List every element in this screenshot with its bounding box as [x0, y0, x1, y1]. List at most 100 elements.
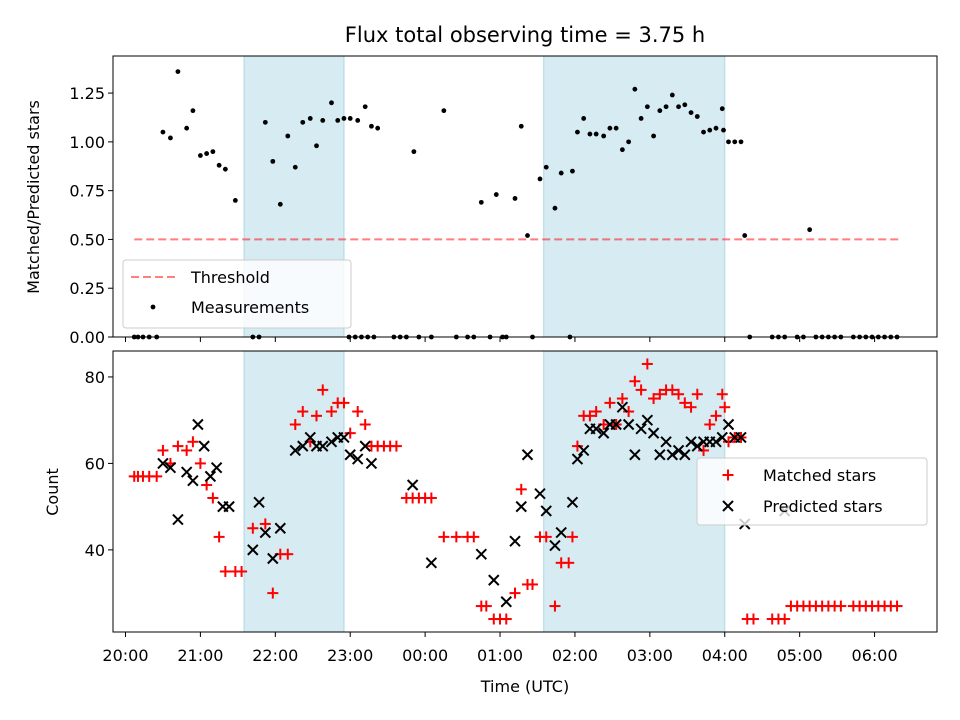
- measurements-point: [190, 108, 196, 114]
- measurements-point: [300, 119, 306, 125]
- predicted-stars-point: [647, 427, 660, 439]
- predicted-stars-point: [590, 423, 602, 435]
- predicted-stars-point: [549, 539, 561, 552]
- matched-stars-point: [685, 401, 697, 413]
- y-tick-label: 1.00: [69, 133, 105, 152]
- measurements-point: [601, 133, 607, 139]
- measurements-point: [713, 125, 719, 131]
- matched-stars-point: [673, 388, 685, 400]
- measurements-point: [441, 108, 447, 114]
- predicted-stars-point: [204, 470, 217, 483]
- top-panel-frame: [112, 55, 938, 338]
- matched-stars-point: [438, 531, 450, 543]
- matched-stars-point: [259, 518, 271, 530]
- measurements-point: [277, 201, 283, 207]
- measurements-point: [335, 117, 341, 123]
- measurements-point: [197, 153, 203, 158]
- matched-stars-point: [236, 565, 248, 577]
- predicted-stars-point: [259, 526, 272, 539]
- matched-stars-point: [571, 440, 583, 452]
- measurements-point: [369, 123, 374, 129]
- matched-stars-point: [666, 384, 678, 396]
- measurements-point: [232, 198, 238, 203]
- x-axis-label: Time (UTC): [480, 677, 569, 696]
- measurements-point: [626, 139, 632, 145]
- matched-stars-point: [297, 406, 309, 418]
- measurements-point: [341, 116, 347, 121]
- measurements-point: [738, 139, 744, 145]
- predicted-stars-point: [304, 431, 316, 444]
- measurements-point: [682, 102, 688, 108]
- measurements-point: [632, 86, 638, 92]
- predicted-stars-point: [629, 449, 641, 461]
- measurements-point: [270, 158, 276, 164]
- top-panel-axes: 0.00 0.25 0.50 0.75 1.00 1.25: [69, 84, 876, 347]
- predicted-stars-point: [500, 596, 512, 608]
- measurements-point: [558, 170, 564, 176]
- measurements-point: [619, 147, 625, 153]
- predicted-stars-point: [289, 444, 301, 457]
- predicted-stars-point: [475, 548, 488, 560]
- predicted-stars-point: [710, 436, 722, 448]
- y-tick-label: 80: [85, 368, 105, 387]
- predicted-stars-point: [534, 487, 546, 500]
- predicted-stars-point: [666, 449, 679, 461]
- predicted-stars-point: [641, 414, 654, 426]
- matched-stars-point: [891, 600, 903, 612]
- x-tick-label: 03:00: [627, 646, 673, 665]
- predicted-stars-point: [192, 418, 204, 431]
- matched-stars-point: [540, 531, 552, 543]
- y-tick-label: 0.75: [69, 182, 105, 201]
- bottom-panel-axes: 40 60 80 20:00 21:00 22:00 23:00 00:00 01:00 02:0…: [85, 368, 898, 665]
- matched-stars-point: [325, 406, 337, 418]
- x-tick-label: 21:00: [177, 646, 223, 665]
- matched-stars-point: [679, 397, 691, 409]
- matched-stars-point: [267, 587, 279, 599]
- matched-stars-point: [710, 410, 722, 422]
- measurements-point: [292, 164, 298, 170]
- predicted-stars-point: [425, 557, 438, 569]
- measurements-legend-swatch: [150, 304, 156, 310]
- x-tick-label: 02:00: [552, 646, 598, 665]
- measurements-point: [285, 133, 291, 139]
- matched-stars-point: [563, 557, 575, 569]
- predicted-stars-point: [406, 479, 419, 491]
- matched-stars-point: [317, 384, 329, 396]
- matched-stars-point: [623, 406, 635, 418]
- predicted-stars-point: [654, 449, 666, 461]
- measurements-point: [314, 143, 319, 149]
- predicted-stars-legend-swatch: [722, 500, 734, 512]
- measurements-point: [216, 162, 222, 168]
- measurements-point: [307, 116, 313, 121]
- matched-stars-point: [500, 613, 512, 625]
- predicted-stars-point: [635, 423, 647, 435]
- matched-stars-point: [282, 548, 294, 560]
- predicted-stars-point: [247, 544, 259, 556]
- measurements-point: [719, 106, 725, 112]
- matched-stars-point: [181, 444, 193, 456]
- x-tick-label: 20:00: [102, 646, 148, 665]
- measurements-point: [537, 176, 543, 182]
- measurements-point: [707, 127, 713, 133]
- measurements-point: [362, 104, 368, 110]
- measurements-point: [160, 129, 166, 135]
- matched-stars-point: [344, 427, 356, 439]
- measurements-point: [575, 129, 580, 135]
- matched-stars-point: [352, 406, 364, 418]
- predicted-stars-point: [691, 440, 703, 452]
- measurements-point: [320, 117, 326, 123]
- matched-stars-point: [691, 388, 703, 400]
- matched-stars-point: [247, 522, 259, 534]
- predicted-stars-point: [488, 574, 500, 586]
- measurements-point: [168, 135, 173, 141]
- predicted-stars-point: [566, 496, 579, 509]
- measurements-point: [204, 151, 210, 156]
- measurements-point: [552, 205, 558, 211]
- measurements-point: [742, 233, 748, 238]
- measurements-point: [175, 69, 181, 75]
- measurements-point: [688, 110, 694, 115]
- predicted-stars-point: [622, 418, 635, 431]
- predicted-stars-point: [672, 444, 685, 457]
- matched-stars-point: [359, 418, 371, 430]
- x-tick-label: 06:00: [852, 646, 898, 665]
